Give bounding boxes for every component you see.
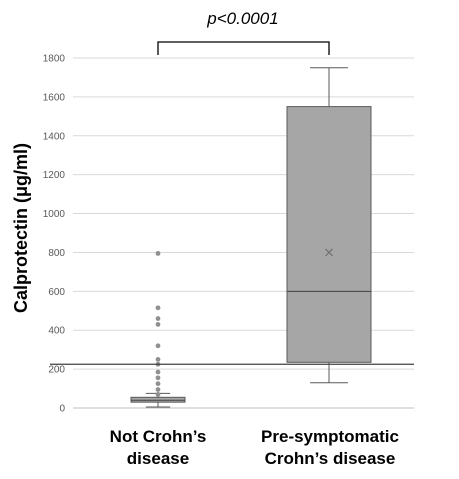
y-tick-label: 200 [48,365,65,376]
outlier-point [155,305,161,311]
mean-marker [325,248,333,257]
x-category-2-line1: Pre-symptomatic [261,427,399,446]
y-tick-label: 1200 [43,170,66,181]
outlier-point [155,251,161,256]
p-value-annotation: p<0.0001 [206,9,278,28]
outlier-point [155,381,161,387]
y-tick-label: 600 [48,287,65,298]
outlier-point [155,316,161,321]
boxes [130,67,372,408]
outlier-point [155,343,161,349]
outlier-point [155,375,161,381]
outlier-point [155,356,161,362]
outlier-point [155,391,161,397]
y-tick-label: 800 [48,248,65,259]
x-category-2-line2: Crohn’s disease [265,449,396,468]
significance-bracket [157,41,330,55]
outlier-point [155,387,161,392]
box-group-1 [130,251,186,408]
y-axis-ticks: 0 200 400 600 800 1000 1200 1400 1600 1800 [43,54,66,415]
y-tick-label: 0 [59,404,65,415]
x-category-1-line1: Not Crohn’s [110,427,207,446]
gridlines [73,57,414,370]
outlier-point [155,321,161,327]
y-tick-label: 1800 [43,54,66,65]
y-tick-label: 1000 [43,209,66,220]
box-iqr [286,106,372,363]
y-tick-label: 1600 [43,92,66,103]
box-group-2 [286,67,372,384]
outlier-point [155,369,161,375]
y-axis-label: Calprotectin (μg/ml) [11,143,31,313]
y-tick-label: 1400 [43,131,66,142]
y-tick-label: 400 [48,326,65,337]
x-category-1-line2: disease [127,449,189,468]
